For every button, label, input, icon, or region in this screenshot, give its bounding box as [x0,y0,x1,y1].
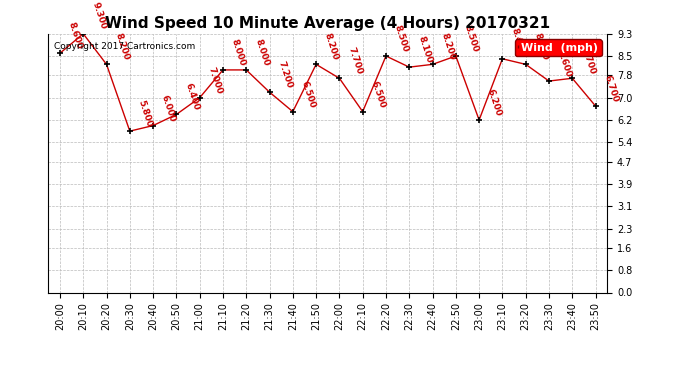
Title: Wind Speed 10 Minute Average (4 Hours) 20170321: Wind Speed 10 Minute Average (4 Hours) 2… [105,16,551,31]
Text: 7.200: 7.200 [277,60,294,89]
Legend: Wind  (mph): Wind (mph) [515,39,602,56]
Text: 6.700: 6.700 [602,74,620,103]
Text: 8.200: 8.200 [440,32,457,62]
Text: 7.700: 7.700 [346,46,364,75]
Text: 8.600: 8.600 [67,21,84,51]
Text: 8.000: 8.000 [230,38,247,67]
Text: Copyright 2017 Cartronics.com: Copyright 2017 Cartronics.com [54,42,195,51]
Text: 7.700: 7.700 [579,46,597,75]
Text: 6.400: 6.400 [184,82,201,112]
Text: 6.500: 6.500 [299,80,317,109]
Text: 8.500: 8.500 [393,24,410,53]
Text: 8.400: 8.400 [509,26,526,56]
Text: 6.500: 6.500 [370,80,387,109]
Text: 8.500: 8.500 [463,24,480,53]
Text: 8.100: 8.100 [416,35,433,64]
Text: 8.200: 8.200 [323,32,340,62]
Text: 7.000: 7.000 [206,65,224,95]
Text: 8.000: 8.000 [253,38,270,67]
Text: 9.300: 9.300 [90,2,108,31]
Text: 8.200: 8.200 [113,32,130,62]
Text: 7.600: 7.600 [556,49,573,78]
Text: 6.000: 6.000 [160,93,177,123]
Text: 5.800: 5.800 [137,99,154,128]
Text: 6.200: 6.200 [486,88,503,117]
Text: 8.200: 8.200 [533,32,550,62]
